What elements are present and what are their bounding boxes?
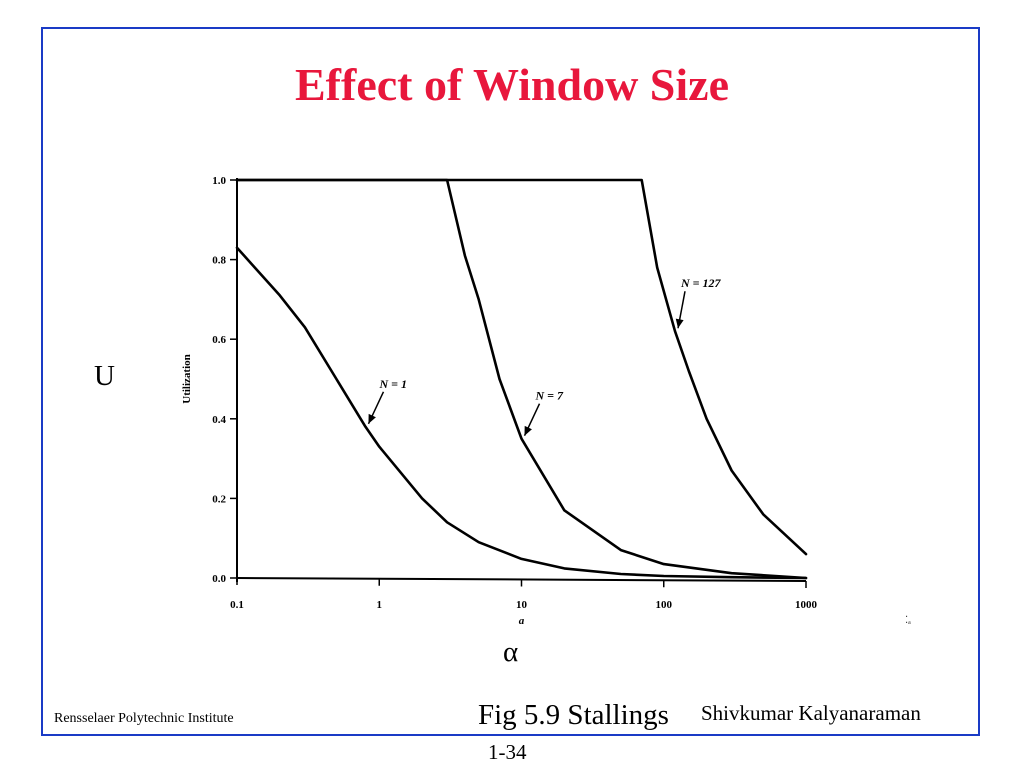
footer-figure-reference: Fig 5.9 Stallings	[478, 699, 669, 731]
y-tick-label: 0.8	[212, 255, 226, 267]
page-number: 1-34	[488, 740, 527, 764]
x-tick-label: 1	[377, 599, 383, 611]
annotation-arrowhead	[675, 318, 684, 329]
y-tick-label: 0.6	[212, 334, 226, 346]
annotation-label: N = 7	[535, 389, 565, 403]
y-tick-label: 0.4	[212, 414, 226, 426]
footer-institution: Rensselaer Polytechnic Institute	[54, 711, 234, 726]
y-tick-label: 0.2	[212, 493, 226, 505]
slide-title: Effect of Window Size	[295, 59, 729, 110]
y-tick-label: 0.0	[212, 573, 226, 585]
footer-author: Shivkumar Kalyanaraman	[701, 701, 921, 725]
annotation-label: N = 1	[378, 377, 407, 391]
slide-frame	[41, 27, 980, 736]
scan-artifact: ⁚ₐ	[905, 615, 911, 626]
x-tick-label: 10	[516, 599, 528, 611]
y-axis-title: Utilization	[181, 354, 193, 404]
u-axis-label: U	[94, 360, 115, 392]
annotation-arrowhead	[524, 425, 532, 436]
x-tick-label: 100	[656, 599, 673, 611]
annotation-label: N = 127	[680, 276, 722, 290]
annotation-arrowhead	[368, 413, 376, 424]
series-line-1	[235, 246, 808, 580]
x-tick-label: 1000	[795, 599, 818, 611]
x-tick-label: 0.1	[230, 599, 244, 611]
series-line-2	[235, 178, 808, 580]
series-line-3	[235, 178, 808, 556]
x-axis-title: a	[519, 615, 525, 627]
alpha-axis-label: α	[503, 636, 519, 668]
y-tick-label: 1.0	[212, 175, 226, 187]
